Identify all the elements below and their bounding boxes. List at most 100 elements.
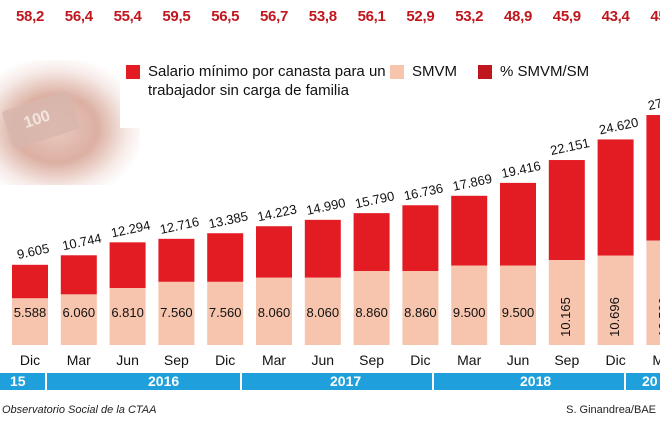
- x-tick-label: Jun: [116, 352, 139, 368]
- bar-canasta: [60, 255, 97, 295]
- bar-smvm: [451, 265, 488, 345]
- percent-label: 48,9: [504, 8, 532, 25]
- year-separator: [624, 373, 626, 390]
- bar-smvm: [304, 277, 341, 345]
- x-tick-label: Dic: [410, 352, 431, 368]
- value-label-smvm: 8.860: [404, 305, 437, 320]
- bar-canasta: [256, 226, 292, 278]
- value-label-canasta: 13.385: [207, 208, 249, 231]
- value-label-smvm: 9.500: [502, 305, 535, 320]
- x-tick-label: Sep: [163, 352, 189, 368]
- x-tick-label: Jun: [311, 352, 335, 368]
- legend: Salario mínimo por canasta para un traba…: [120, 58, 590, 128]
- x-tick-label: Dic: [215, 352, 236, 368]
- credit-note: S. Ginandrea/BAE: [566, 404, 656, 416]
- bar-canasta: [646, 115, 660, 241]
- value-label-canasta: 22.151: [549, 135, 591, 158]
- percent-label: 53,8: [308, 8, 337, 25]
- percent-label: 56,4: [64, 8, 93, 25]
- x-tick-label: Sep: [554, 352, 580, 368]
- value-label-smvm: 6.060: [63, 305, 96, 320]
- value-label-canasta: 27.542: [646, 90, 660, 113]
- value-label-canasta: 15.790: [354, 188, 396, 211]
- bar-canasta: [158, 238, 195, 282]
- x-tick-label: Sep: [359, 352, 385, 368]
- bar-smvm: [646, 240, 660, 345]
- value-label-canasta: 16.736: [402, 180, 444, 203]
- legend-label-pct: % SMVM/SM: [500, 63, 590, 80]
- legend-swatch-smvm: [390, 65, 404, 79]
- percent-label: 53,2: [455, 8, 484, 25]
- background-photo: 100: [0, 60, 140, 185]
- year-label: 15: [10, 373, 26, 389]
- legend-swatch-pct: [478, 65, 492, 79]
- percent-label: 56,7: [260, 8, 288, 25]
- bar-canasta: [207, 233, 244, 282]
- bar-canasta: [451, 195, 488, 266]
- value-label-canasta: 9.605: [16, 241, 51, 262]
- bar-smvm: [109, 288, 146, 345]
- value-label-canasta: 12.294: [110, 217, 152, 240]
- bar-canasta: [109, 242, 146, 289]
- bar-canasta: [548, 160, 585, 261]
- value-label-canasta: 10.744: [61, 230, 103, 253]
- value-label-smvm: 6.810: [111, 305, 144, 320]
- year-label: 20: [642, 373, 658, 389]
- value-label-smvm: 8.060: [307, 305, 340, 320]
- bar-canasta: [304, 219, 341, 278]
- year-label: 2016: [148, 373, 180, 389]
- value-label-smvm: 8.860: [355, 305, 388, 320]
- legend-label-canasta: Salario mínimo por canasta para un traba…: [148, 63, 386, 99]
- x-tick-label: Mar: [652, 352, 660, 368]
- x-tick-label: Dic: [19, 352, 41, 368]
- legend-swatch-canasta: [126, 65, 140, 79]
- bar-canasta: [402, 205, 439, 272]
- year-separator: [432, 373, 434, 390]
- value-label-smvm: 10.696: [607, 297, 622, 337]
- bar-smvm: [500, 265, 536, 345]
- bar-canasta: [12, 264, 48, 299]
- year-separator: [45, 373, 47, 390]
- bar-smvm: [256, 277, 292, 345]
- bar-smvm: [12, 298, 48, 345]
- x-tick-label: Mar: [457, 352, 482, 368]
- value-label-smvm: 12.500: [656, 297, 660, 337]
- x-tick-label: Dic: [605, 352, 626, 368]
- value-label-smvm: 7.560: [209, 305, 242, 320]
- bar-smvm: [597, 255, 634, 345]
- bar-canasta: [353, 213, 390, 272]
- bar-canasta: [597, 139, 634, 256]
- value-label-smvm: 10.165: [558, 297, 573, 337]
- bar-smvm: [158, 281, 195, 345]
- x-tick-label: Mar: [66, 352, 91, 368]
- value-label-smvm: 9.500: [453, 305, 486, 320]
- percent-label: 58,2: [16, 8, 44, 25]
- bar-smvm: [402, 271, 439, 345]
- value-label-canasta: 19.416: [500, 158, 542, 181]
- value-label-canasta: 14.990: [305, 195, 347, 218]
- x-tick-label: Jun: [506, 352, 530, 368]
- year-label: 2018: [520, 373, 552, 389]
- percent-label: 55,4: [113, 8, 142, 25]
- bar-smvm: [60, 294, 97, 345]
- percent-label: 43,4: [601, 8, 630, 25]
- year-separator: [240, 373, 242, 390]
- value-label-canasta: 14.223: [256, 201, 298, 224]
- value-label-canasta: 12.716: [158, 214, 200, 237]
- legend-label-smvm: SMVM: [412, 63, 457, 80]
- value-label-canasta: 17.869: [451, 171, 493, 194]
- bar-smvm: [207, 281, 244, 345]
- x-tick-label: Mar: [261, 352, 287, 368]
- percent-label: 45,4: [650, 8, 660, 25]
- percent-label: 45,9: [552, 8, 581, 25]
- bar-smvm: [353, 271, 390, 345]
- year-label: 2017: [330, 373, 362, 389]
- year-bar: 15 2016 2017 2018 20: [0, 373, 660, 390]
- value-label-smvm: 7.560: [160, 305, 193, 320]
- source-note: Observatorio Social de la CTAA: [2, 404, 157, 416]
- value-label-smvm: 8.060: [258, 305, 291, 320]
- percent-label: 59,5: [162, 8, 191, 25]
- percent-label: 52,9: [406, 8, 435, 25]
- percent-label: 56,1: [357, 8, 386, 25]
